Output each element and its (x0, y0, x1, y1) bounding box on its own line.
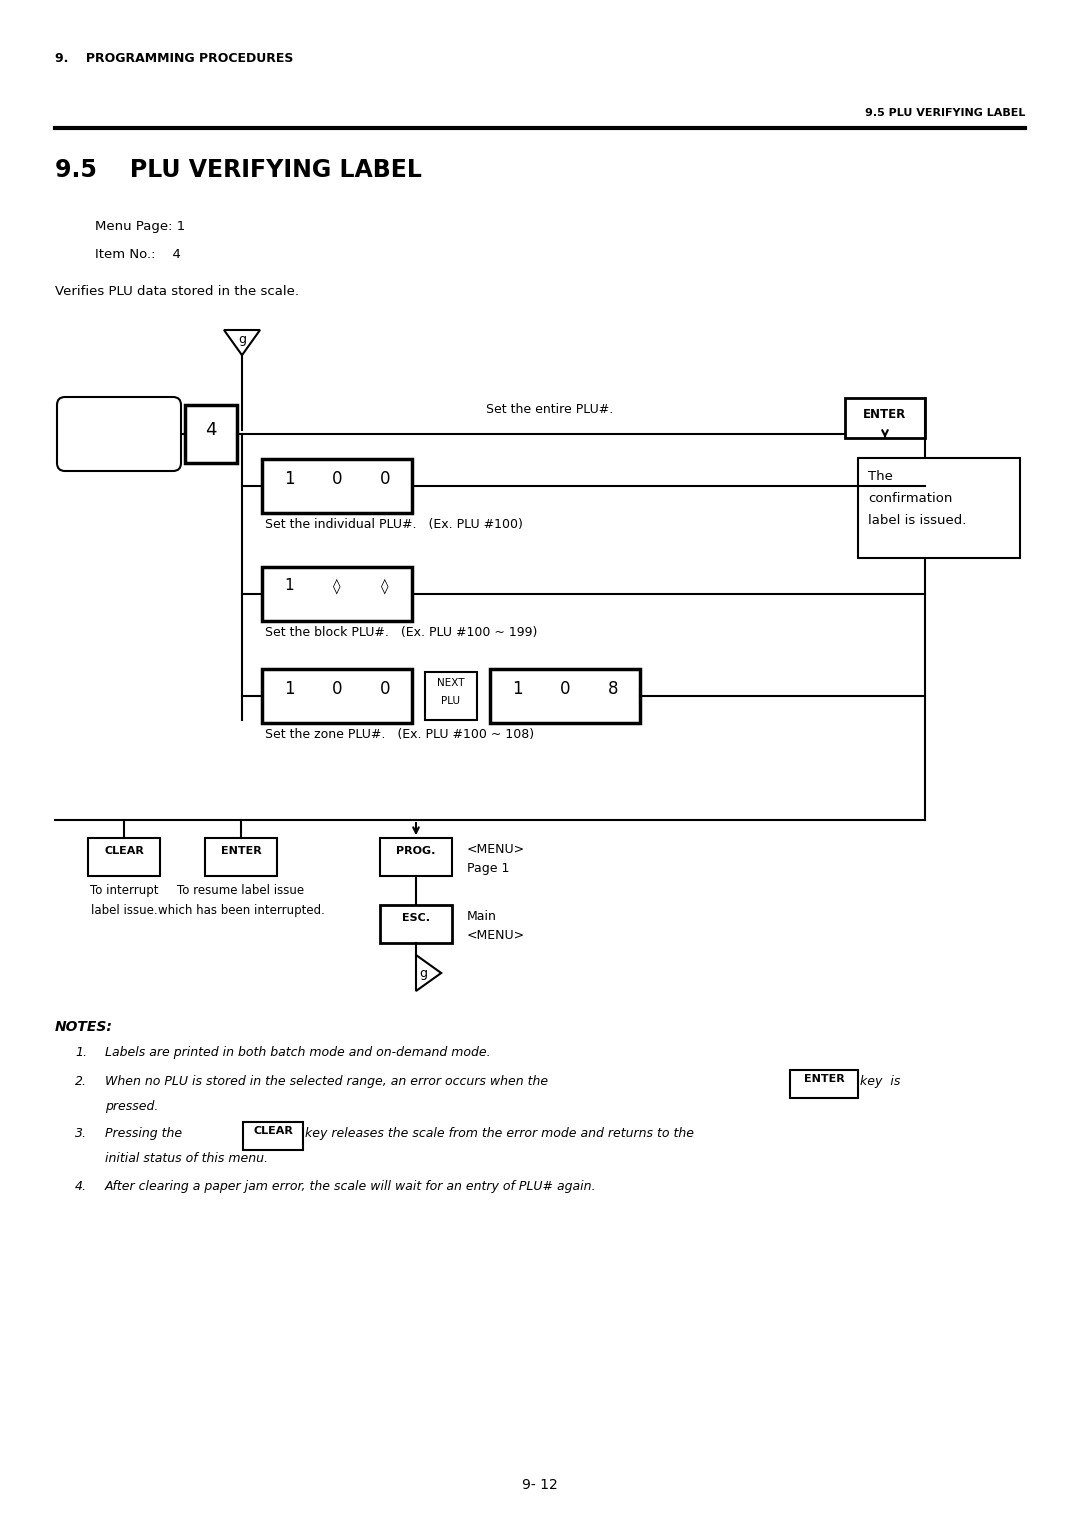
Text: ENTER: ENTER (804, 1074, 845, 1083)
Text: Set the individual PLU#.   (Ex. PLU #100): Set the individual PLU#. (Ex. PLU #100) (265, 518, 523, 532)
Text: When no PLU is stored in the selected range, an error occurs when the: When no PLU is stored in the selected ra… (105, 1076, 549, 1088)
Text: 1.: 1. (75, 1047, 87, 1059)
Text: 3.: 3. (75, 1128, 87, 1140)
Text: label issue.: label issue. (91, 905, 158, 917)
Text: ESC.: ESC. (402, 914, 430, 923)
Polygon shape (416, 955, 442, 992)
Text: PROG.: PROG. (396, 847, 435, 856)
Text: To interrupt: To interrupt (90, 885, 159, 897)
Bar (858, 458, 1020, 558)
Text: 1: 1 (284, 471, 295, 487)
Bar (490, 669, 640, 723)
Text: ◊: ◊ (381, 578, 389, 593)
Text: Item No.:    4: Item No.: 4 (95, 248, 180, 261)
Text: Set the zone PLU#.   (Ex. PLU #100 ~ 108): Set the zone PLU#. (Ex. PLU #100 ~ 108) (265, 727, 535, 741)
Text: label is issued.: label is issued. (868, 513, 967, 527)
Text: Page 1: Page 1 (467, 862, 510, 876)
Text: key  is: key is (860, 1076, 901, 1088)
Text: PLU: PLU (442, 695, 460, 706)
Bar (789, 1070, 858, 1099)
Text: 9.5    PLU VERIFYING LABEL: 9.5 PLU VERIFYING LABEL (55, 157, 422, 182)
Text: Set the block PLU#.   (Ex. PLU #100 ~ 199): Set the block PLU#. (Ex. PLU #100 ~ 199) (265, 626, 538, 639)
Text: 9.5 PLU VERIFYING LABEL: 9.5 PLU VERIFYING LABEL (865, 108, 1025, 118)
Bar (313, 672, 361, 720)
Bar (589, 672, 637, 720)
Text: Menu Page: 1: Menu Page: 1 (95, 220, 186, 232)
Text: NOTES:: NOTES: (55, 1021, 113, 1034)
Text: 8: 8 (608, 680, 618, 698)
Text: Labels are printed in both batch mode and on-demand mode.: Labels are printed in both batch mode an… (105, 1047, 490, 1059)
Text: initial status of this menu.: initial status of this menu. (105, 1152, 268, 1164)
Text: key releases the scale from the error mode and returns to the: key releases the scale from the error mo… (305, 1128, 694, 1140)
Bar (262, 567, 411, 620)
Bar (262, 669, 411, 723)
Text: Main: Main (467, 911, 497, 923)
Bar (426, 672, 477, 720)
Text: <MENU>: <MENU> (467, 843, 525, 856)
Text: <MENU>: <MENU> (467, 929, 525, 941)
Text: 1: 1 (284, 680, 295, 698)
Bar (87, 837, 160, 876)
Text: g: g (419, 967, 428, 979)
Text: which has been interrupted.: which has been interrupted. (158, 905, 324, 917)
Bar (185, 405, 237, 463)
Text: 1: 1 (512, 680, 523, 698)
Bar (265, 672, 313, 720)
Text: CLEAR: CLEAR (104, 847, 144, 856)
Text: ENTER: ENTER (863, 408, 906, 422)
Text: 0: 0 (380, 471, 390, 487)
Bar (361, 461, 409, 510)
Text: 0: 0 (332, 471, 342, 487)
Text: 2.: 2. (75, 1076, 87, 1088)
Bar (265, 570, 313, 617)
Text: 4.: 4. (75, 1180, 87, 1193)
Text: Set the entire PLU#.: Set the entire PLU#. (486, 403, 613, 416)
Bar (243, 1122, 303, 1151)
Text: Verifies PLU data stored in the scale.: Verifies PLU data stored in the scale. (55, 286, 299, 298)
Text: 4: 4 (205, 422, 217, 439)
Bar (313, 461, 361, 510)
Bar (492, 672, 541, 720)
Bar (845, 397, 924, 439)
Text: ENTER: ENTER (220, 847, 261, 856)
Bar (541, 672, 589, 720)
Text: To resume label issue: To resume label issue (177, 885, 305, 897)
Text: ◊: ◊ (334, 578, 341, 593)
Text: <MENU>: <MENU> (93, 420, 145, 429)
Bar (361, 672, 409, 720)
Text: 0: 0 (332, 680, 342, 698)
Text: After clearing a paper jam error, the scale will wait for an entry of PLU# again: After clearing a paper jam error, the sc… (105, 1180, 596, 1193)
Text: 0: 0 (380, 680, 390, 698)
Text: g: g (238, 333, 246, 345)
Bar (265, 461, 313, 510)
Text: NEXT: NEXT (437, 678, 464, 688)
Bar (361, 570, 409, 617)
Text: CLEAR: CLEAR (253, 1126, 293, 1135)
Bar (380, 905, 453, 943)
Text: 0: 0 (559, 680, 570, 698)
Text: 9.    PROGRAMMING PROCEDURES: 9. PROGRAMMING PROCEDURES (55, 52, 294, 66)
Text: confirmation: confirmation (868, 492, 953, 504)
Text: Page 1: Page 1 (100, 439, 138, 448)
Bar (380, 837, 453, 876)
Text: pressed.: pressed. (105, 1100, 159, 1112)
Polygon shape (224, 330, 260, 354)
FancyBboxPatch shape (57, 397, 181, 471)
Text: The: The (868, 471, 893, 483)
Bar (313, 570, 361, 617)
Text: 1: 1 (284, 578, 294, 593)
Bar (262, 458, 411, 513)
Bar (205, 837, 276, 876)
Text: 9- 12: 9- 12 (522, 1478, 558, 1491)
Text: Pressing the: Pressing the (105, 1128, 183, 1140)
